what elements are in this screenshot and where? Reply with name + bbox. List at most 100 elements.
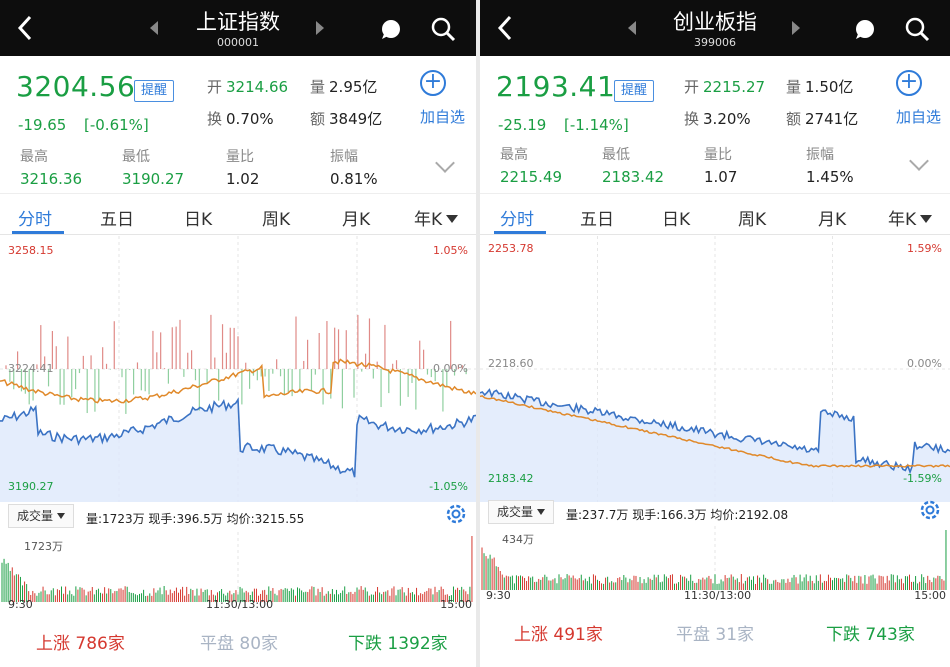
alert-button[interactable]: 提醒 [134, 80, 174, 102]
stat-high: 最高 3216.36 [20, 149, 83, 188]
add-watchlist-label[interactable]: 加自选 [420, 108, 466, 126]
amount-field: 额 3849亿 [310, 110, 383, 128]
tab-daily-k[interactable]: 日K [184, 210, 213, 230]
volume-field: 量 2.95亿 [310, 78, 378, 96]
quote-summary: 3204.56 提醒 -19.65 [-0.61%] 开 3214.66 量 2.9… [0, 56, 476, 194]
axis-bottom-pct: -1.05% [429, 480, 468, 493]
stat-low: 最低 3190.27 [122, 149, 185, 188]
period-tabs: 分时 五日 日K 周K 月K 年K [480, 193, 950, 235]
stock-panel-shanghai: 上证指数 000001 3204.56 提醒 -19.65 [-0.61%] 开… [0, 0, 476, 667]
volume-peak: 434万 [502, 533, 534, 546]
amount-field: 额 2741亿 [786, 110, 859, 128]
tab-daily-k[interactable]: 日K [662, 210, 691, 230]
turnover-field: 换 0.70% [207, 110, 274, 128]
axis-mid-value: 2218.60 [488, 357, 534, 370]
alert-button[interactable]: 提醒 [614, 80, 654, 102]
stat-amplitude: 振幅 1.45% [806, 147, 854, 186]
index-code: 399006 [694, 36, 736, 49]
tab-monthly-k[interactable]: 月K [818, 210, 847, 230]
axis-bottom-pct: -1.59% [903, 472, 942, 485]
back-arrow-icon[interactable] [14, 14, 38, 42]
search-icon[interactable] [430, 16, 456, 42]
volume-toolbar: 成交量 量:1723万 现手:396.5万 均价:3215.55 [0, 504, 476, 530]
tab-weekly-k[interactable]: 周K [738, 210, 767, 230]
open-field: 开 2215.27 [684, 78, 766, 96]
price-change: -25.19 [498, 116, 547, 134]
add-circle-icon[interactable]: + [420, 70, 446, 96]
top-bar: 上证指数 000001 [0, 0, 476, 56]
stat-amplitude: 振幅 0.81% [330, 149, 378, 188]
average-line [0, 358, 476, 404]
volume-chart [1, 532, 473, 602]
axis-mid-value: 3224.41 [8, 362, 54, 375]
volume-info: 量:1723万 现手:396.5万 均价:3215.55 [86, 512, 305, 526]
index-title: 上证指数 [196, 10, 280, 34]
volume-indicator-select[interactable]: 成交量 [8, 504, 75, 528]
stat-volume-ratio: 量比 1.07 [704, 147, 738, 186]
time-end: 15:00 [440, 598, 472, 611]
time-mid: 11:30/13:00 [684, 589, 752, 602]
time-mid: 11:30/13:00 [206, 598, 274, 611]
axis-mid-pct: 0.00% [433, 362, 468, 375]
tab-intraday[interactable]: 分时 [500, 210, 534, 230]
volume-field: 量 1.50亿 [786, 78, 854, 96]
period-tabs: 分时 五日 日K 周K 月K 年K [0, 193, 476, 235]
market-breadth: 上涨 491家 平盘 31家 下跌 743家 [480, 606, 950, 658]
quote-summary: 2193.41 提醒 -25.19 [-1.14%] 开 2215.27 量 1.5… [480, 56, 950, 194]
tab-yearly-k[interactable]: 年K [888, 205, 933, 230]
average-line [480, 395, 950, 468]
axis-top-value: 2253.78 [488, 242, 534, 255]
next-triangle-icon[interactable] [316, 21, 324, 35]
index-code: 000001 [217, 36, 259, 49]
volume-info: 量:237.7万 现手:166.3万 均价:2192.08 [566, 508, 789, 522]
gear-icon[interactable] [918, 498, 942, 522]
axis-top-pct: 1.05% [433, 244, 468, 257]
axis-top-value: 3258.15 [8, 244, 54, 257]
volume-chart [481, 526, 947, 590]
axis-bottom-value: 2183.42 [488, 472, 534, 485]
stat-low: 最低 2183.42 [602, 147, 665, 186]
chevron-down-icon[interactable] [435, 153, 455, 173]
axis-mid-pct: 0.00% [907, 357, 942, 370]
tab-yearly-k[interactable]: 年K [414, 205, 459, 230]
back-arrow-icon[interactable] [494, 14, 518, 42]
gear-icon[interactable] [444, 502, 468, 526]
current-price: 3204.56 [16, 70, 136, 103]
volume-indicator-select[interactable]: 成交量 [488, 500, 555, 524]
time-start: 9:30 [8, 598, 33, 611]
time-end: 15:00 [914, 589, 946, 602]
tab-intraday[interactable]: 分时 [18, 210, 52, 230]
tab-five-day[interactable]: 五日 [580, 210, 614, 230]
prev-triangle-icon[interactable] [628, 21, 636, 35]
price-change-pct: [-1.14%] [564, 116, 629, 134]
decliners: 下跌 1392家 [348, 634, 448, 654]
stat-high: 最高 2215.49 [500, 147, 563, 186]
stock-panel-chinext: 创业板指 399006 2193.41 提醒 -25.19 [-1.14%] 开… [480, 0, 950, 667]
chevron-down-icon[interactable] [909, 151, 929, 171]
tab-weekly-k[interactable]: 周K [262, 210, 291, 230]
index-title: 创业板指 [673, 10, 757, 34]
search-icon[interactable] [904, 16, 930, 42]
dropdown-triangle-icon [920, 215, 933, 223]
add-watchlist-label[interactable]: 加自选 [896, 108, 942, 126]
unchanged: 平盘 80家 [200, 634, 279, 654]
intraday-chart [0, 236, 476, 502]
time-start: 9:30 [486, 589, 511, 602]
add-circle-icon[interactable]: + [896, 70, 922, 96]
price-line [0, 397, 476, 478]
advancers: 上涨 786家 [36, 634, 125, 654]
prev-triangle-icon[interactable] [150, 21, 158, 35]
advancers: 上涨 491家 [514, 625, 603, 645]
active-tab-underline [494, 231, 546, 234]
top-bar: 创业板指 399006 [480, 0, 950, 56]
next-triangle-icon[interactable] [792, 21, 800, 35]
stat-volume-ratio: 量比 1.02 [226, 149, 260, 188]
tab-monthly-k[interactable]: 月K [342, 210, 371, 230]
price-change-pct: [-0.61%] [84, 116, 149, 134]
chat-bubble-icon[interactable] [380, 18, 402, 40]
chat-bubble-icon[interactable] [854, 18, 876, 40]
intraday-chart [480, 236, 950, 502]
tab-five-day[interactable]: 五日 [100, 210, 134, 230]
axis-bottom-value: 3190.27 [8, 480, 54, 493]
price-change: -19.65 [18, 116, 67, 134]
